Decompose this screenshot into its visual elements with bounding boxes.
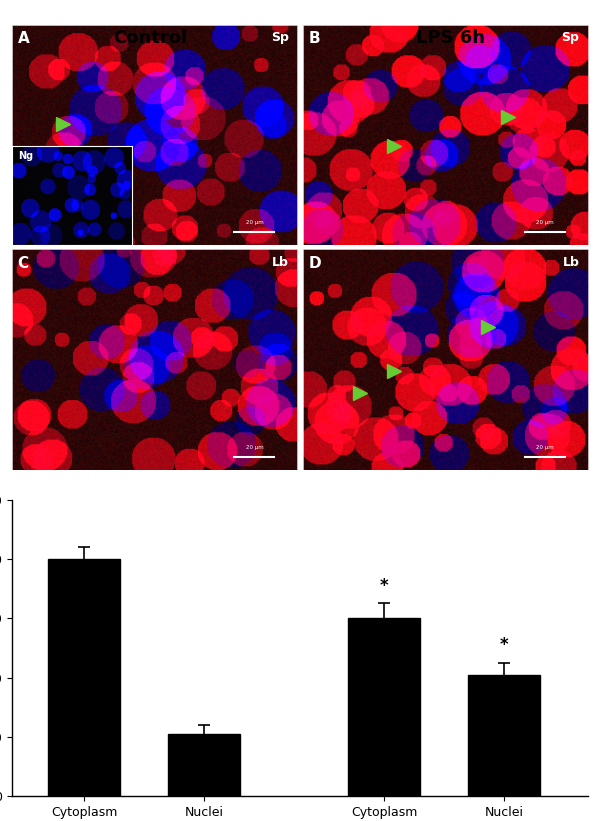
Text: 20 µm: 20 µm bbox=[536, 220, 554, 225]
Text: *: * bbox=[500, 636, 508, 654]
Text: Sp: Sp bbox=[562, 31, 580, 44]
Text: 20 µm: 20 µm bbox=[245, 445, 263, 450]
Text: 20 µm: 20 µm bbox=[245, 220, 263, 225]
Text: Lb: Lb bbox=[563, 256, 580, 269]
Bar bbox=[168, 734, 240, 796]
Text: 20 µm: 20 µm bbox=[536, 445, 554, 450]
Text: B: B bbox=[308, 31, 320, 46]
Text: Sp: Sp bbox=[271, 31, 289, 44]
Text: Lb: Lb bbox=[272, 256, 289, 269]
Text: A: A bbox=[18, 31, 29, 46]
Text: C: C bbox=[18, 256, 29, 271]
Bar bbox=[468, 675, 540, 796]
Text: Control: Control bbox=[113, 29, 187, 47]
Text: D: D bbox=[308, 256, 321, 271]
Text: *: * bbox=[380, 576, 388, 594]
Bar bbox=[48, 559, 120, 796]
Text: LPS 6h: LPS 6h bbox=[415, 29, 485, 47]
Bar bbox=[348, 618, 420, 796]
